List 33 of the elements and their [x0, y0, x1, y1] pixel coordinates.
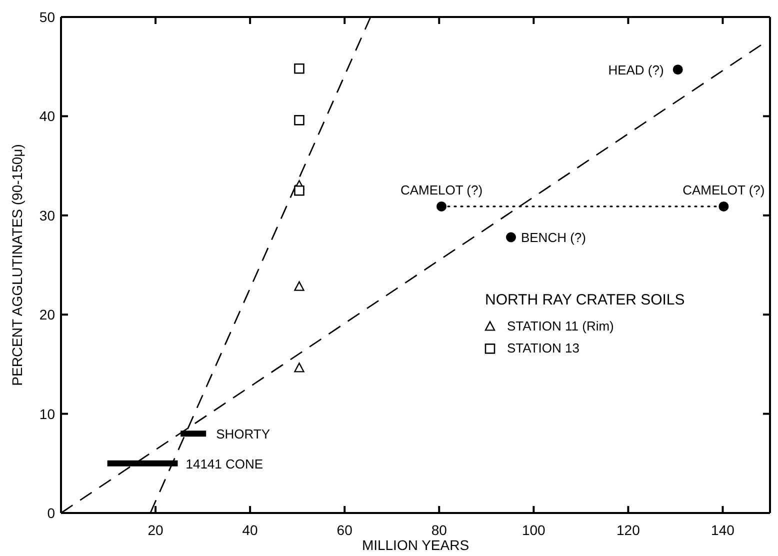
annotation: CAMELOT (?) — [400, 182, 483, 198]
x-tick-label: 60 — [336, 522, 353, 538]
point — [718, 201, 729, 212]
y-tick-label: 0 — [47, 505, 56, 521]
legend-label: STATION 11 (Rim) — [507, 318, 614, 334]
point — [436, 201, 446, 212]
annotation: HEAD (?) — [608, 62, 664, 78]
annotation: CAMELOT (?) — [682, 182, 765, 198]
x-axis-title: MILLION YEARS — [362, 537, 470, 553]
point — [294, 63, 304, 74]
legend-label: STATION 13 — [507, 340, 580, 356]
x-tick-label: 140 — [711, 522, 735, 538]
x-tick-label: 80 — [431, 522, 448, 538]
point — [506, 232, 516, 242]
point — [294, 115, 304, 126]
y-tick-label: 20 — [39, 306, 56, 323]
point — [294, 185, 304, 196]
y-tick-label: 10 — [39, 406, 56, 422]
x-tick-label: 100 — [522, 522, 546, 538]
annotation: SHORTY — [216, 426, 270, 442]
legend-title: NORTH RAY CRATER SOILS — [485, 292, 685, 309]
point — [672, 64, 683, 75]
x-tick-label: 20 — [148, 522, 164, 538]
y-tick-label: 40 — [39, 108, 56, 124]
point — [294, 362, 304, 372]
x-tick-label: 120 — [616, 522, 640, 538]
y-tick-label: 50 — [39, 9, 56, 25]
y-axis-title: PERCENT AGGLUTINATES (90-150μ) — [9, 144, 25, 386]
y-tick-label: 30 — [39, 207, 56, 224]
x-tick-label: 40 — [242, 522, 258, 538]
annotation: 14141 CONE — [186, 456, 264, 472]
point — [294, 281, 304, 291]
annotation: BENCH (?) — [520, 230, 586, 246]
